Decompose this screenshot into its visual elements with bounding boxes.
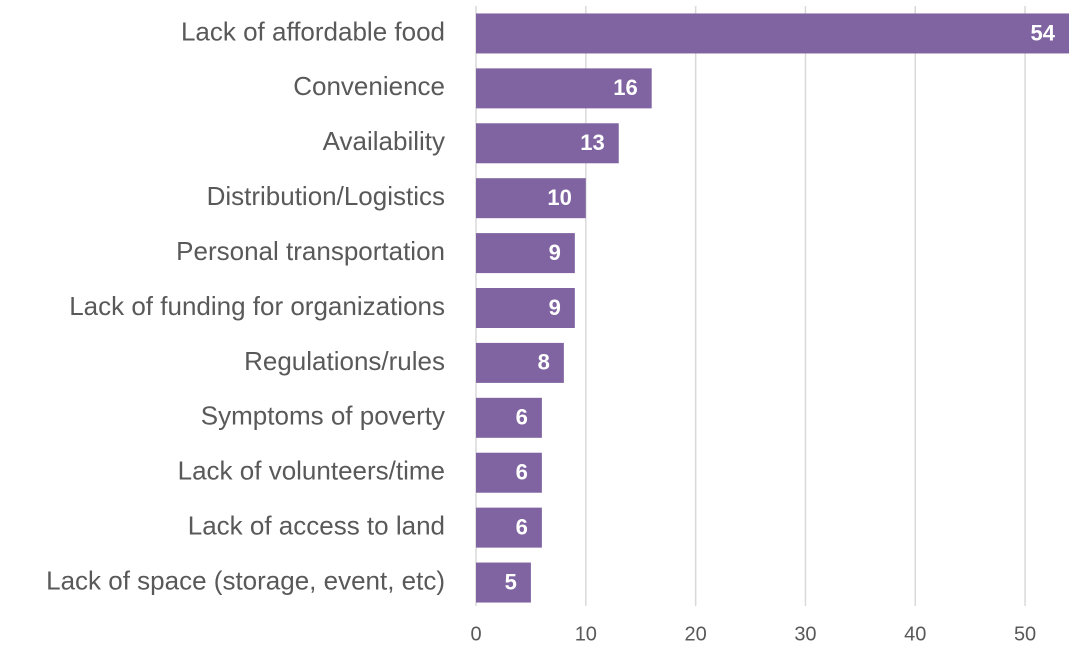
bar <box>476 123 619 164</box>
value-label: 5 <box>505 569 517 594</box>
y-tick-label: Lack of access to land <box>188 511 445 541</box>
y-tick-label: Regulations/rules <box>244 346 445 376</box>
value-label: 16 <box>613 75 637 100</box>
value-label: 6 <box>516 405 528 430</box>
x-tick-label: 10 <box>575 623 597 645</box>
bar <box>476 288 575 328</box>
value-label: 9 <box>549 240 561 265</box>
y-tick-label: Lack of space (storage, event, etc) <box>46 565 445 595</box>
bar <box>476 68 652 109</box>
value-label: 8 <box>538 350 550 375</box>
value-label: 54 <box>1031 20 1056 45</box>
bar <box>476 342 564 383</box>
value-label: 6 <box>516 460 528 485</box>
x-tick-label: 0 <box>470 623 481 645</box>
x-tick-label: 30 <box>794 623 816 645</box>
y-tick-label: Distribution/Logistics <box>207 181 445 211</box>
y-tick-label: Personal transportation <box>176 236 445 266</box>
y-tick-label: Availability <box>323 126 445 156</box>
bar <box>476 452 542 493</box>
value-label: 6 <box>516 514 528 539</box>
y-tick-label: Lack of funding for organizations <box>69 291 445 321</box>
bar <box>476 562 531 603</box>
bar <box>476 507 542 548</box>
bar <box>476 13 1069 54</box>
x-tick-label: 20 <box>685 623 707 645</box>
x-tick-label: 40 <box>904 623 926 645</box>
bar <box>476 397 542 438</box>
y-tick-label: Symptoms of poverty <box>201 401 445 431</box>
y-tick-label: Lack of volunteers/time <box>178 456 445 486</box>
value-label: 13 <box>580 130 604 155</box>
y-tick-label: Convenience <box>293 71 445 101</box>
bar <box>476 178 586 219</box>
x-tick-label: 50 <box>1014 623 1036 645</box>
bar <box>476 233 575 274</box>
value-label: 9 <box>549 295 561 320</box>
y-tick-label: Lack of affordable food <box>181 16 445 46</box>
value-label: 10 <box>547 185 571 210</box>
